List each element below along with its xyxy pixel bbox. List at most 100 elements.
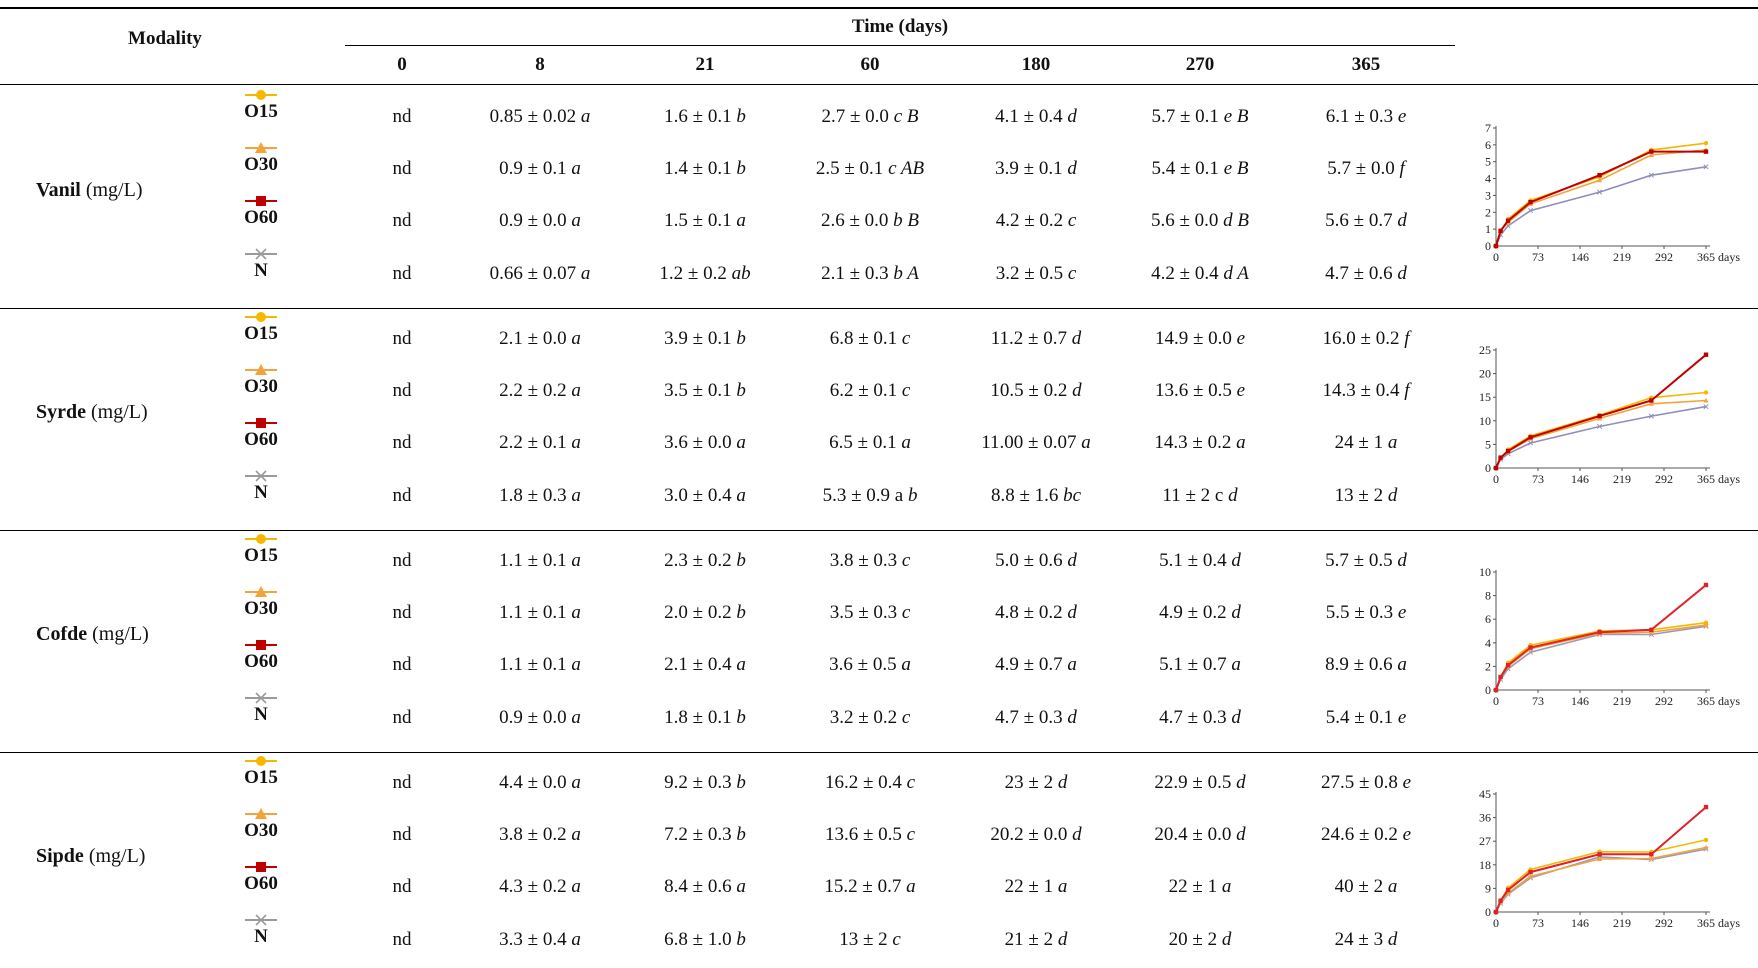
significance-letters: ab: [731, 263, 751, 284]
y-tick-label: 18: [1479, 858, 1491, 872]
table-cell: 1.5 ± 0.1 a: [610, 210, 800, 232]
cell-value: 6.1 ± 0.3: [1325, 106, 1394, 127]
cell-value: 2.2 ± 0.2: [499, 380, 567, 401]
cell-value: 5.7 ± 0.5: [1325, 550, 1393, 571]
data-point-n: [1648, 413, 1654, 419]
table-cell: 16.0 ± 0.2 f: [1271, 328, 1461, 350]
cell-value: 21 ± 2: [1004, 929, 1054, 950]
data-point-o15: [1703, 140, 1709, 146]
x-tick-label: 219: [1613, 472, 1631, 486]
significance-letters: d: [1397, 210, 1407, 231]
cell-value: 16.0 ± 0.2: [1322, 328, 1400, 349]
table-cell: 1.4 ± 0.1 b: [610, 158, 800, 180]
series-line-o60: [1495, 150, 1706, 247]
cell-value: 8.9 ± 0.6: [1325, 654, 1393, 675]
significance-letters: d: [1397, 263, 1407, 284]
modality-o15: O15: [231, 754, 291, 788]
table-cell: nd: [307, 772, 497, 794]
x-tick-label: 0: [1493, 250, 1499, 264]
table-cell: nd: [307, 707, 497, 729]
cell-value: 0.66 ± 0.07: [489, 263, 577, 284]
triangle-marker-icon: [245, 364, 277, 375]
significance-letters: a: [1236, 432, 1246, 453]
table-cell: 5.4 ± 0.1 e: [1271, 707, 1461, 729]
significance-letters: a: [571, 772, 581, 793]
series-line-o30: [1495, 149, 1707, 247]
data-point-o60: [1649, 852, 1654, 857]
data-point-o60: [1505, 663, 1511, 668]
cell-value: 4.7 ± 0.3: [995, 707, 1063, 728]
cell-value: 24 ± 1: [1334, 432, 1384, 453]
modality-label: O30: [244, 154, 278, 175]
significance-letters: b: [907, 485, 918, 506]
table-cell: 2.1 ± 0.4 a: [610, 654, 800, 676]
x-tick-label: 0: [1493, 916, 1499, 930]
series-line-o30: [1495, 399, 1707, 469]
table-cell: 1.2 ± 0.2 ab: [610, 263, 800, 285]
significance-letters: a: [1387, 876, 1398, 897]
cell-value: 6.5 ± 0.1: [829, 432, 897, 453]
table-cell: 0.85 ± 0.02 a: [445, 106, 635, 128]
table-cell: 5.7 ± 0.1 e B: [1105, 106, 1295, 128]
table-cell: 6.1 ± 0.3 e: [1271, 106, 1461, 128]
significance-letters: a: [571, 929, 581, 950]
cell-value: 14.3 ± 0.2: [1154, 432, 1232, 453]
compound-unit: (mg/L): [92, 623, 149, 645]
table-cell: 21 ± 2 d: [941, 929, 1131, 951]
x-tick-label: 219: [1613, 916, 1631, 930]
x-tick-label: 73: [1532, 250, 1544, 264]
table-cell: 23 ± 2 d: [941, 772, 1131, 794]
table-cell: 0.9 ± 0.0 a: [445, 707, 635, 729]
data-point-o60: [1703, 352, 1709, 357]
significance-letters: b: [736, 550, 746, 571]
data-point-o60: [1649, 627, 1654, 633]
y-tick-label: 3: [1485, 188, 1491, 202]
table-cell: 11.00 ± 0.07 a: [941, 432, 1131, 454]
table-cell: 7.2 ± 0.3 b: [610, 824, 800, 846]
significance-letters: b: [736, 106, 746, 127]
cell-value: 3.0 ± 0.4: [664, 485, 732, 506]
y-tick-label: 7: [1485, 121, 1491, 135]
table-cell: 2.2 ± 0.1 a: [445, 432, 635, 454]
data-point-o60: [1649, 149, 1654, 154]
table-cell: 3.3 ± 0.4 a: [445, 929, 635, 951]
table-cell: 13 ± 2 c: [775, 929, 965, 951]
cell-value: 3.5 ± 0.1: [664, 380, 732, 401]
table-cell: 5.6 ± 0.7 d: [1271, 210, 1461, 232]
modality-label: N: [254, 482, 268, 503]
table-cell: 3.9 ± 0.1 d: [941, 158, 1131, 180]
top-rule: [0, 7, 1758, 9]
data-point-o60: [1493, 909, 1499, 915]
table-cell: 4.9 ± 0.7 a: [941, 654, 1131, 676]
table-cell: 8.4 ± 0.6 a: [610, 876, 800, 898]
significance-letters: d: [1387, 929, 1398, 950]
table-cell: nd: [307, 602, 497, 624]
significance-letters: c: [901, 328, 911, 349]
table-cell: 0.66 ± 0.07 a: [445, 263, 635, 285]
x-tick-label: 219: [1613, 694, 1631, 708]
table-cell: 5.6 ± 0.0 d B: [1105, 210, 1295, 232]
significance-letters: d: [1387, 485, 1398, 506]
compound-name: Cofde: [36, 623, 88, 645]
significance-letters: d: [1231, 550, 1241, 571]
modality-o60: O60: [231, 860, 291, 894]
data-point-o60: [1597, 852, 1602, 857]
significance-letters: d: [1231, 707, 1241, 728]
circle-marker-icon: [245, 90, 277, 100]
modality-o30: O30: [231, 807, 291, 841]
significance-letters: e: [1236, 328, 1246, 349]
table-cell: 20.2 ± 0.0 d: [941, 824, 1131, 846]
cell-value: 3.8 ± 0.2: [499, 824, 567, 845]
cell-value: 20.2 ± 0.0: [990, 824, 1068, 845]
table-cell: nd: [307, 263, 497, 285]
cell-value: nd: [392, 772, 412, 793]
cell-value: 4.9 ± 0.2: [1159, 602, 1227, 623]
table-cell: 40 ± 2 a: [1271, 876, 1461, 898]
table-cell: 5.4 ± 0.1 e B: [1105, 158, 1295, 180]
y-tick-label: 9: [1485, 881, 1491, 895]
circle-marker-icon: [245, 534, 277, 544]
cell-value: 11.00 ± 0.07: [981, 432, 1077, 453]
table-cell: 0.9 ± 0.1 a: [445, 158, 635, 180]
cell-value: 1.1 ± 0.1: [499, 602, 567, 623]
